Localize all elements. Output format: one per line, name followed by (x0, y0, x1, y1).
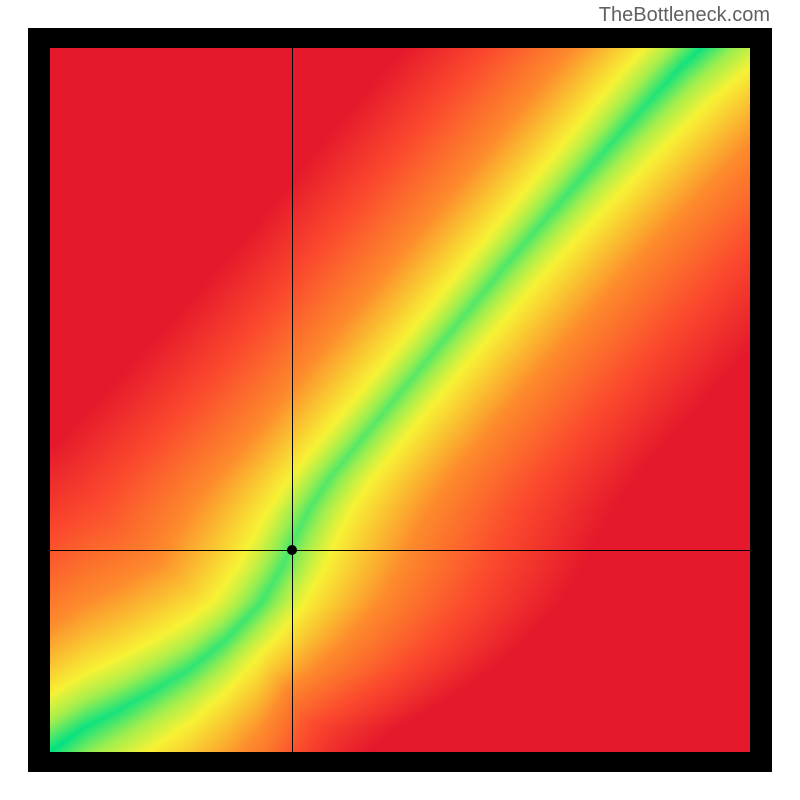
crosshair-horizontal (50, 550, 750, 551)
attribution-text: TheBottleneck.com (599, 4, 770, 27)
chart-plot-area (50, 48, 750, 752)
crosshair-vertical (292, 48, 293, 752)
chart-outer-frame (28, 28, 772, 772)
marker-dot (287, 545, 297, 555)
heatmap-canvas (50, 48, 750, 752)
